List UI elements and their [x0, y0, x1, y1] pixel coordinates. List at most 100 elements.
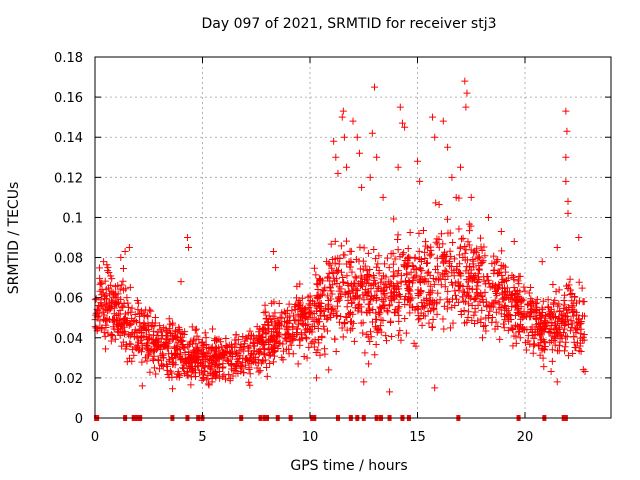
scatter-point: [192, 372, 200, 380]
scatter-point: [100, 311, 108, 319]
scatter-point: [300, 352, 308, 360]
scatter-point: [222, 334, 230, 342]
scatter-point: [101, 332, 109, 340]
outlier-point: [562, 153, 570, 161]
x-tick-label: 0: [91, 430, 99, 445]
scatter-point: [425, 288, 433, 296]
outlier-point: [379, 193, 387, 201]
scatter-point: [335, 296, 343, 304]
scatter-point: [576, 339, 584, 347]
scatter-point: [331, 335, 339, 343]
scatter-point: [209, 325, 217, 333]
scatter-point: [462, 246, 470, 254]
scatter-point: [133, 332, 141, 340]
scatter-point: [379, 288, 387, 296]
scatter-point: [257, 359, 265, 367]
scatter-point: [239, 359, 247, 367]
scatter-point: [482, 327, 490, 335]
scatter-point: [222, 342, 230, 350]
scatter-point: [533, 306, 541, 314]
scatter-point: [235, 354, 243, 362]
scatter-point: [232, 340, 240, 348]
scatter-point: [375, 267, 383, 275]
scatter-point: [581, 312, 589, 320]
scatter-point: [544, 296, 552, 304]
scatter-point: [365, 360, 373, 368]
scatter-point: [450, 255, 458, 263]
scatter-point: [382, 332, 390, 340]
scatter-point: [408, 303, 416, 311]
scatter-point: [474, 254, 482, 262]
scatter-point: [448, 303, 456, 311]
scatter-point: [474, 282, 482, 290]
scatter-point: [121, 314, 129, 322]
scatter-point: [220, 371, 228, 379]
scatter-point: [457, 310, 465, 318]
scatter-point: [239, 333, 247, 341]
scatter-point: [491, 259, 499, 267]
scatter-point: [555, 300, 563, 308]
scatter-point: [140, 319, 148, 327]
scatter-point: [305, 300, 313, 308]
scatter-point: [396, 327, 404, 335]
scatter-point: [118, 321, 126, 329]
outlier-point: [429, 113, 437, 121]
scatter-point: [165, 357, 173, 365]
scatter-point: [562, 338, 570, 346]
scatter-point: [286, 338, 294, 346]
scatter-point: [370, 245, 378, 253]
scatter-point: [360, 296, 368, 304]
scatter-point: [246, 327, 254, 335]
scatter-point: [250, 350, 258, 358]
outlier-point: [100, 258, 108, 266]
scatter-point: [260, 309, 268, 317]
outlier-point: [461, 77, 469, 85]
scatter-point: [415, 229, 423, 237]
y-tick-label: 0.16: [54, 91, 83, 106]
scatter-point: [314, 346, 322, 354]
scatter-point: [401, 315, 409, 323]
scatter-point: [133, 318, 141, 326]
outlier-point: [484, 213, 492, 221]
scatter-point: [271, 338, 279, 346]
scatter-point: [460, 297, 468, 305]
scatter-point: [204, 380, 212, 388]
scatter-point: [576, 320, 584, 328]
scatter-point: [314, 285, 322, 293]
scatter-point: [320, 322, 328, 330]
scatter-point: [541, 346, 549, 354]
scatter-point: [107, 272, 115, 280]
scatter-point: [253, 334, 261, 342]
scatter-point: [540, 363, 548, 371]
scatter-point: [193, 332, 201, 340]
scatter-point: [446, 324, 454, 332]
scatter-point: [157, 335, 165, 343]
scatter-point: [185, 351, 193, 359]
scatter-point: [421, 302, 429, 310]
scatter-point: [189, 349, 197, 357]
scatter-point: [323, 258, 331, 266]
scatter-point: [265, 352, 273, 360]
scatter-point: [201, 329, 209, 337]
scatter-point: [166, 320, 174, 328]
scatter-point: [480, 322, 488, 330]
scatter-point: [185, 340, 193, 348]
scatter-point: [219, 373, 227, 381]
scatter-point: [163, 344, 171, 352]
scatter-point: [318, 332, 326, 340]
scatter-point: [380, 280, 388, 288]
scatter-point: [275, 319, 283, 327]
scatter-point: [383, 254, 391, 262]
scatter-point: [394, 231, 402, 239]
scatter-point: [305, 343, 313, 351]
scatter-point: [172, 333, 180, 341]
scatter-point: [570, 333, 578, 341]
scatter-point: [537, 319, 545, 327]
scatter-point: [131, 316, 139, 324]
scatter-point: [327, 287, 335, 295]
outlier-point: [104, 264, 112, 272]
scatter-point: [176, 325, 184, 333]
scatter-point: [125, 303, 133, 311]
scatter-point: [232, 331, 240, 339]
scatter-point: [176, 353, 184, 361]
